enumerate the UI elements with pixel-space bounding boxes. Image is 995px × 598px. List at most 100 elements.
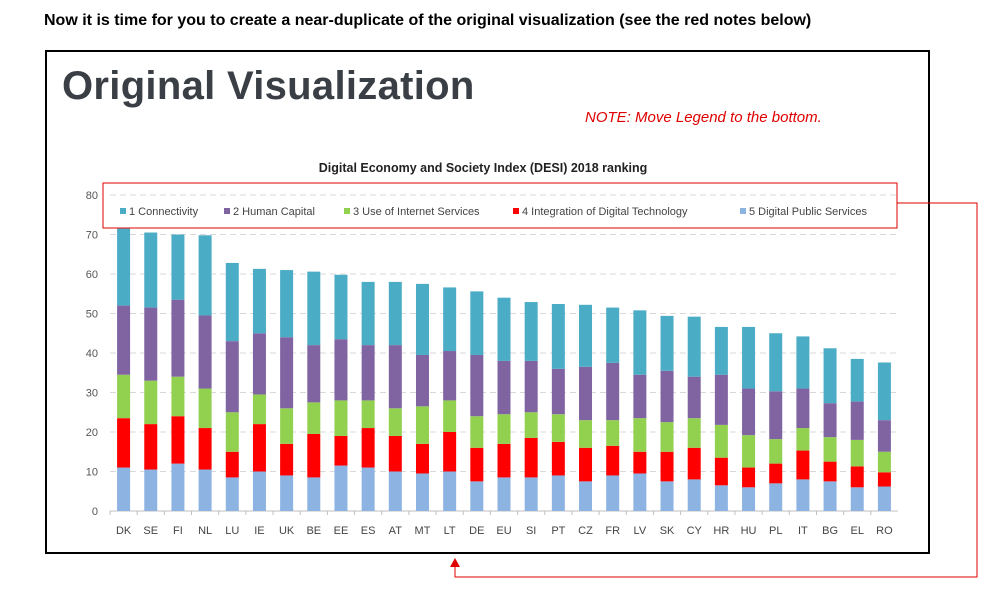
bar-segment-SE-2 [144,380,158,425]
bar-segment-PT-4 [551,304,565,369]
bar-segment-PT-2 [551,414,565,442]
bar-segment-CY-0 [687,479,701,511]
bar-segment-FI-2 [171,376,185,417]
bar-segment-LU-1 [225,451,239,478]
bar-segment-DE-4 [470,291,484,355]
bar-segment-ES-0 [361,467,375,511]
bar-segment-DE-0 [470,481,484,511]
bar-segment-SI-0 [524,477,538,511]
bar-segment-DK-3 [117,305,131,375]
connector-line [454,202,978,578]
y-tick-label: 70 [86,230,98,242]
bar-segment-SI-1 [524,437,538,478]
bar-segment-EL-1 [850,466,864,488]
legend-swatch [120,208,126,214]
bar-segment-NL-0 [198,469,212,511]
bar-segment-BG-1 [823,461,837,482]
bar-segment-RO-4 [877,362,891,421]
legend-swatch [344,208,350,214]
bar-segment-SI-4 [524,302,538,361]
x-tick-label: DE [469,525,484,537]
bar-segment-SK-2 [660,422,674,452]
x-tick-label: BG [822,525,838,537]
bar-segment-IE-0 [252,471,266,511]
bar-segment-ES-1 [361,428,375,468]
bar-segment-RO-0 [877,486,891,511]
bar-segment-SK-1 [660,451,674,482]
bar-segment-SE-3 [144,307,158,381]
bar-segment-MT-1 [415,443,429,474]
bar-segment-IT-0 [796,479,810,511]
bar-segment-AT-2 [388,408,402,436]
bar-segment-LU-4 [225,262,239,342]
bar-segment-CZ-2 [579,420,593,448]
y-tick-label: 20 [86,427,98,439]
bar-segment-HR-3 [714,374,728,425]
y-tick-label: 80 [86,190,98,202]
bar-segment-AT-4 [388,281,402,346]
x-tick-label: SE [143,525,158,537]
bar-segment-PL-1 [769,463,783,484]
bar-segment-LT-2 [443,400,457,432]
x-tick-label: SI [526,525,536,537]
bar-segment-PT-1 [551,441,565,476]
x-tick-label: CY [687,525,703,537]
bar-segment-CY-2 [687,418,701,448]
bar-segment-EL-4 [850,358,864,402]
x-tick-label: MT [415,525,431,537]
bar-segment-EL-2 [850,439,864,467]
bar-segment-EU-4 [497,297,511,361]
bar-segment-BG-3 [823,403,837,438]
bar-segment-HR-0 [714,485,728,511]
bar-segment-HU-4 [742,326,756,389]
bar-segment-LV-1 [633,451,647,474]
bar-segment-MT-4 [415,283,429,355]
bar-segment-LV-3 [633,374,647,419]
bar-segment-ES-4 [361,281,375,346]
bar-segment-AT-1 [388,435,402,472]
bar-segment-SK-0 [660,481,674,511]
bar-segment-UK-4 [280,270,294,338]
bar-segment-LT-0 [443,471,457,511]
legend-label: 1 Connectivity [129,206,199,218]
y-tick-label: 60 [86,269,98,281]
instruction-header: Now it is time for you to create a near-… [44,12,812,29]
bar-segment-AT-0 [388,471,402,511]
bar-segment-MT-3 [415,354,429,407]
bar-segment-MT-0 [415,473,429,511]
bar-segment-IT-4 [796,336,810,389]
bar-segment-DK-1 [117,418,131,468]
x-tick-label: DK [116,525,132,537]
bar-segment-EU-3 [497,360,511,415]
bar-segment-DK-2 [117,374,131,419]
slide-title: Original Visualization [62,64,475,108]
legend-swatch [513,208,519,214]
bar-segment-FI-0 [171,463,185,511]
legend-swatch [224,208,230,214]
legend-label: 5 Digital Public Services [749,206,867,218]
bar-segment-HR-4 [714,326,728,375]
y-tick-label: 0 [92,506,98,518]
bar-segment-ES-3 [361,345,375,401]
slide-frame [45,50,930,554]
bar-segment-FI-1 [171,416,185,464]
bar-segment-FR-2 [606,420,620,446]
bar-segment-FR-1 [606,445,620,476]
bar-segment-BG-4 [823,348,837,404]
bar-segment-CY-4 [687,316,701,377]
bar-segment-EE-2 [334,400,348,436]
bar-segment-CY-3 [687,376,701,419]
x-tick-label: FI [173,525,183,537]
bar-segment-NL-4 [198,235,212,316]
bar-segment-SE-4 [144,232,158,308]
x-tick-label: LU [225,525,239,537]
bar-segment-CZ-1 [579,447,593,482]
bar-segment-LT-4 [443,287,457,352]
bar-segment-IT-1 [796,450,810,480]
bar-segment-EU-0 [497,477,511,511]
bar-segment-EE-4 [334,274,348,340]
x-tick-label: EE [334,525,349,537]
bar-segment-FR-4 [606,307,620,363]
x-tick-label: AT [389,525,403,537]
